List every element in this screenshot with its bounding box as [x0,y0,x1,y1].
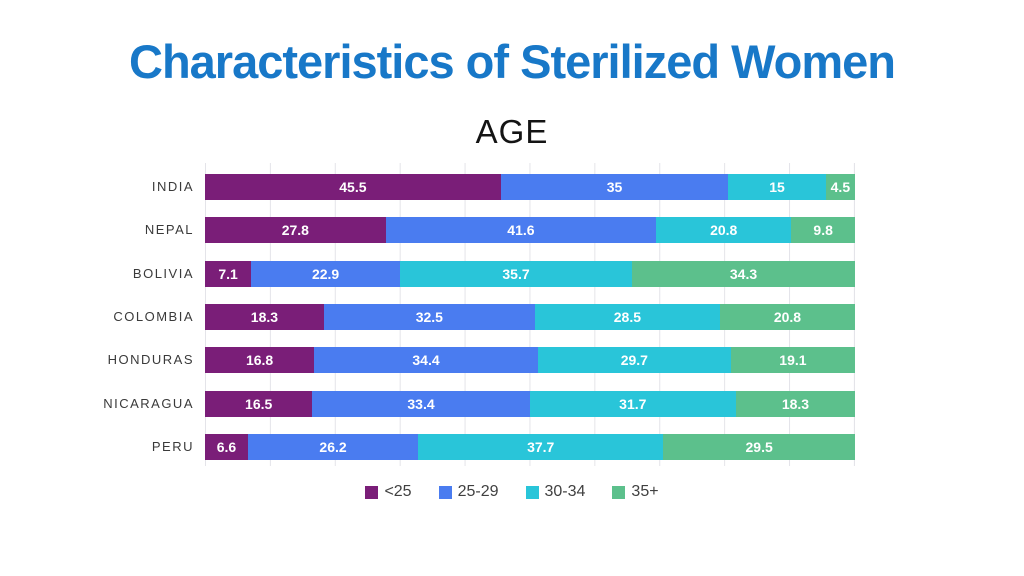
value-label: 45.5 [339,179,367,195]
value-label: 22.9 [311,265,340,282]
bar-segment: 16.5 [205,390,313,417]
stacked-bar: 7.1 22.9 35.7 34.3 [205,260,855,287]
bar-segment: 29.5 [663,434,855,461]
bar-segment: 35.7 [400,260,633,287]
value-label: 35 [606,179,623,195]
value-label: 4.5 [830,179,851,195]
value-label: 33.4 [407,395,435,412]
stacked-bar: 45.5 35 15 4.5 [205,174,855,200]
stacked-bar: 18.3 32.5 28.5 20.8 [205,304,855,331]
chart-row: NEPAL 27.8 41.6 20.8 9.8 [145,217,856,244]
value-label: 20.8 [773,309,802,326]
chart-row: BOLIVIA 7.1 22.9 35.7 34.3 [133,260,855,287]
bar-segment: 28.5 [534,304,720,331]
chart-row: COLOMBIA 18.3 32.5 28.5 20.8 [113,304,855,331]
category-label: COLOMBIA [113,309,194,325]
bar-segment: 29.7 [537,347,731,374]
chart-row: PERU 6.6 26.2 37.7 29.5 [152,434,855,461]
bar-segment: 26.2 [247,434,419,461]
legend-label: 30-34 [544,483,586,500]
bar-segment: 27.8 [205,217,386,244]
bar-segment: 15 [728,174,826,200]
value-label: 29.5 [745,439,773,456]
bar-segment: 16.8 [205,347,315,374]
legend-label: 35+ [631,483,659,500]
legend-swatch-icon [612,485,626,499]
stacked-bar: 16.5 33.4 31.7 18.3 [205,390,855,417]
legend-item: 35+ [612,483,659,501]
legend-swatch-icon [438,485,452,499]
bar-segment: 34.4 [314,347,538,374]
value-label: 20.8 [710,222,738,239]
value-label: 27.8 [281,222,309,239]
bar-segment: 18.3 [205,304,324,331]
legend-item: 25-29 [438,483,499,501]
bar-segment: 32.5 [323,304,535,331]
value-label: 34.4 [412,352,440,369]
category-label: INDIA [151,179,194,194]
value-label: 15 [769,179,785,195]
bar-segment: 31.7 [529,390,736,417]
chart-row: NICARAGUA 16.5 33.4 31.7 18.3 [103,390,855,417]
bar-segment: 6.6 [205,434,248,461]
category-label: HONDURAS [107,352,194,368]
bar-segment: 22.9 [251,260,400,287]
value-label: 18.3 [250,309,279,326]
chart-row: HONDURAS 16.8 34.4 29.7 19.1 [108,347,855,374]
legend-label: <25 [384,483,412,500]
chart-row: INDIA 45.5 35 15 4.5 [152,174,855,200]
legend-item: <25 [365,483,412,501]
bar-segment: 18.3 [735,390,855,417]
value-label: 26.2 [319,439,347,456]
value-label: 28.5 [613,309,642,326]
bar-segment: 4.5 [825,174,855,200]
value-label: 7.1 [218,265,238,282]
value-label: 37.7 [527,439,555,456]
chart-title: AGE [475,113,549,150]
value-label: 29.7 [620,352,648,369]
slide-title: Characteristics of Sterilized Women [129,35,896,88]
value-label: 16.5 [245,395,273,412]
value-label: 34.3 [729,265,758,282]
category-label: NICARAGUA [103,395,194,411]
legend-swatch-icon [365,485,379,499]
legend-label: 25-29 [457,483,499,500]
value-label: 9.8 [813,222,833,239]
category-label: BOLIVIA [132,265,194,281]
bar-segment: 19.1 [730,347,855,374]
category-label: PERU [151,439,194,455]
stacked-bar: 16.8 34.4 29.7 19.1 [205,347,855,374]
bar-segment: 41.6 [385,217,657,244]
bar-segment: 34.3 [632,260,855,287]
value-label: 32.5 [415,309,443,326]
bar-segment: 35 [500,174,729,200]
bar-segment: 7.1 [205,260,252,287]
value-label: 16.8 [245,352,274,369]
legend-item: 30-34 [525,483,586,501]
stacked-bar: 27.8 41.6 20.8 9.8 [205,217,856,244]
value-label: 19.1 [779,352,807,369]
bar-segment: 45.5 [205,174,501,200]
plot-area: INDIA 45.5 35 15 4.5 NEPAL 27.8 41.6 20.8 9.8 BOLI… [103,163,856,466]
value-label: 6.6 [216,439,237,456]
value-label: 31.7 [619,395,647,412]
value-label: 41.6 [507,222,535,239]
value-label: 35.7 [502,265,530,282]
bar-segment: 37.7 [418,434,664,461]
bar-segment: 33.4 [312,390,530,417]
bar-segment: 20.8 [719,304,855,331]
category-label: NEPAL [144,222,194,238]
legend: <25 25-29 30-34 35+ [0,483,1024,501]
legend-swatch-icon [525,485,539,499]
value-label: 18.3 [781,395,810,412]
bar-segment: 20.8 [656,217,792,244]
bar-segment: 9.8 [791,217,856,244]
stacked-bar: 6.6 26.2 37.7 29.5 [205,434,855,461]
